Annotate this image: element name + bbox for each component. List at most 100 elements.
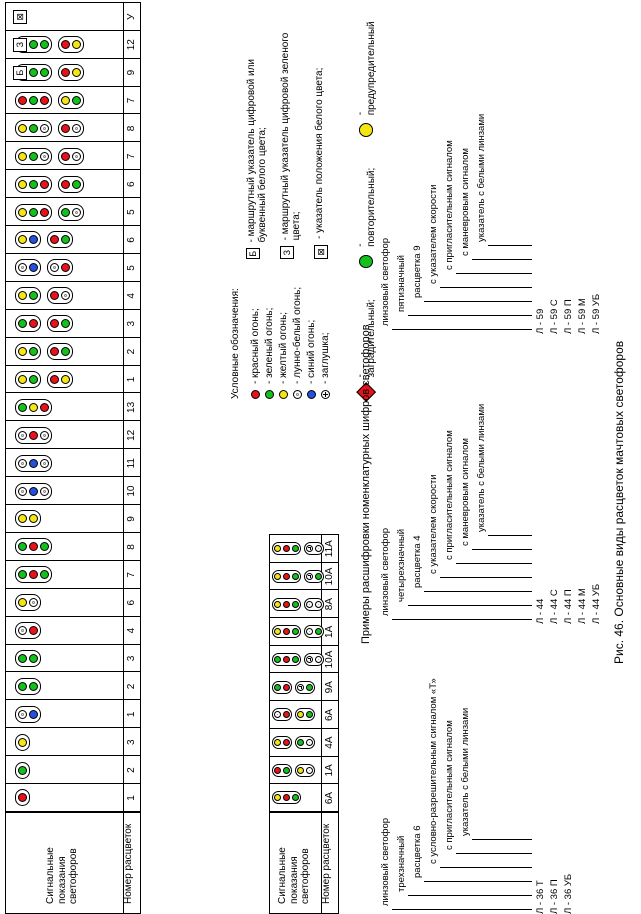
column-number: 11А <box>324 540 335 558</box>
yellow-lamp-icon <box>29 402 38 412</box>
decode-connector <box>392 909 532 910</box>
column-number: 8А <box>324 598 335 611</box>
column-number: 1 <box>126 711 137 718</box>
column-divider <box>5 587 141 589</box>
legend-item-label: - лунно-белый огонь; <box>291 286 303 384</box>
column-divider <box>5 197 141 199</box>
green-lamp-icon <box>29 291 38 301</box>
blue-lamp-icon <box>29 263 38 273</box>
column-divider <box>5 141 141 143</box>
signal-head-group <box>15 592 41 614</box>
column-number: 3 <box>126 320 137 327</box>
signal-head <box>47 343 73 361</box>
route-green-icon: З <box>13 37 27 52</box>
red-lamp-icon <box>40 96 49 105</box>
signal-head <box>15 622 41 640</box>
yellow-lamp-icon <box>18 123 27 133</box>
signal-table-main: Сигнальные показания светофоров Номер ра… <box>5 0 141 914</box>
column-divider <box>5 29 141 31</box>
red-lamp-icon <box>250 390 260 399</box>
column-number: 7 <box>126 572 137 578</box>
decode-connector <box>456 853 532 854</box>
signal-head-group <box>15 341 73 363</box>
green-lamp-icon <box>29 179 38 189</box>
column-number: 4 <box>126 293 137 299</box>
decode-code: Л - 59 П <box>563 299 574 334</box>
yellow-lamp-icon <box>72 68 81 78</box>
signal-head <box>272 653 301 666</box>
decode-code: Л - 36 УБ <box>563 873 574 914</box>
decode-code: Л - 36 П <box>549 879 560 914</box>
red-lamp-icon <box>29 542 38 552</box>
green-lamp-icon <box>292 794 299 802</box>
signal-head <box>15 677 41 695</box>
column-number: 12 <box>126 429 137 441</box>
legend-item-label: - зеленый огонь; <box>263 307 275 384</box>
green-lamp-icon <box>292 545 299 553</box>
red-lamp-icon <box>283 572 290 580</box>
signal-head <box>272 763 292 777</box>
decode-term: расцветка 9 <box>412 245 423 298</box>
legend-item: - желтый огонь; <box>276 287 290 399</box>
column-number: 11 <box>126 458 137 469</box>
signal-head <box>15 119 52 137</box>
column-divider <box>5 308 141 310</box>
signal-head <box>304 653 324 666</box>
red-lamp-icon <box>274 766 281 774</box>
legend-item: - синий огонь; <box>304 287 318 399</box>
yellow-lamp-icon <box>18 291 27 301</box>
decode-connector <box>472 549 532 550</box>
green-lamp-icon <box>297 739 304 747</box>
green-lamp-icon <box>61 235 70 245</box>
decode-connector <box>456 563 532 564</box>
green-lamp-icon <box>61 319 70 329</box>
decode-term: с маневровым сигналом <box>460 438 471 546</box>
column-number: 5 <box>126 265 137 271</box>
signal-head <box>58 147 84 165</box>
decode-connector <box>408 895 532 896</box>
plug-lamp-icon <box>306 545 313 553</box>
column-number: 1 <box>126 795 137 801</box>
white-lamp-icon <box>18 709 27 719</box>
signal-head <box>15 259 41 277</box>
signal-head-group <box>15 369 73 391</box>
yellow-lamp-icon <box>274 628 281 636</box>
red-lamp-icon <box>18 793 27 803</box>
legend-item: - лунно-белый огонь; <box>290 287 304 399</box>
red-lamp-icon <box>40 207 49 217</box>
white-lamp-icon <box>29 598 38 608</box>
signal-head <box>15 231 41 249</box>
white-lamp-icon <box>315 656 322 663</box>
signal-head-group <box>15 703 41 725</box>
row-label-signals: Сигнальные показания светофоров <box>45 847 79 904</box>
red-lamp-icon <box>50 235 59 245</box>
signal-head <box>15 398 52 416</box>
signal-head <box>15 175 52 193</box>
decode-connector <box>456 273 532 274</box>
signal-head <box>15 454 52 472</box>
signal-head <box>272 569 301 583</box>
signal-head <box>15 705 41 723</box>
plug-lamp-icon <box>306 656 313 663</box>
column-divider <box>5 392 141 394</box>
decode-tree-3: линзовый светофор пятизначный расцветка 9 с… <box>380 74 610 334</box>
signal-head-group <box>15 564 52 586</box>
signal-head <box>272 542 301 556</box>
decode-connector <box>472 839 532 840</box>
green-lamp-icon <box>40 542 49 552</box>
legend-item-label: - красный огонь; <box>249 308 261 384</box>
column-divider <box>5 559 141 561</box>
red-lamp-icon <box>50 319 59 329</box>
signal-head-group <box>15 313 73 335</box>
yellow-lamp-icon <box>18 151 27 161</box>
signal-head-group <box>15 173 84 195</box>
white-lamp-icon <box>274 711 281 719</box>
signal-head <box>15 482 52 500</box>
decode-code: Л - 59 <box>535 308 546 334</box>
signal-head <box>47 287 73 305</box>
green-lamp-icon <box>29 40 38 50</box>
signal-head <box>304 597 324 611</box>
green-lamp-icon <box>264 390 274 399</box>
green-lamp-icon <box>29 151 38 161</box>
